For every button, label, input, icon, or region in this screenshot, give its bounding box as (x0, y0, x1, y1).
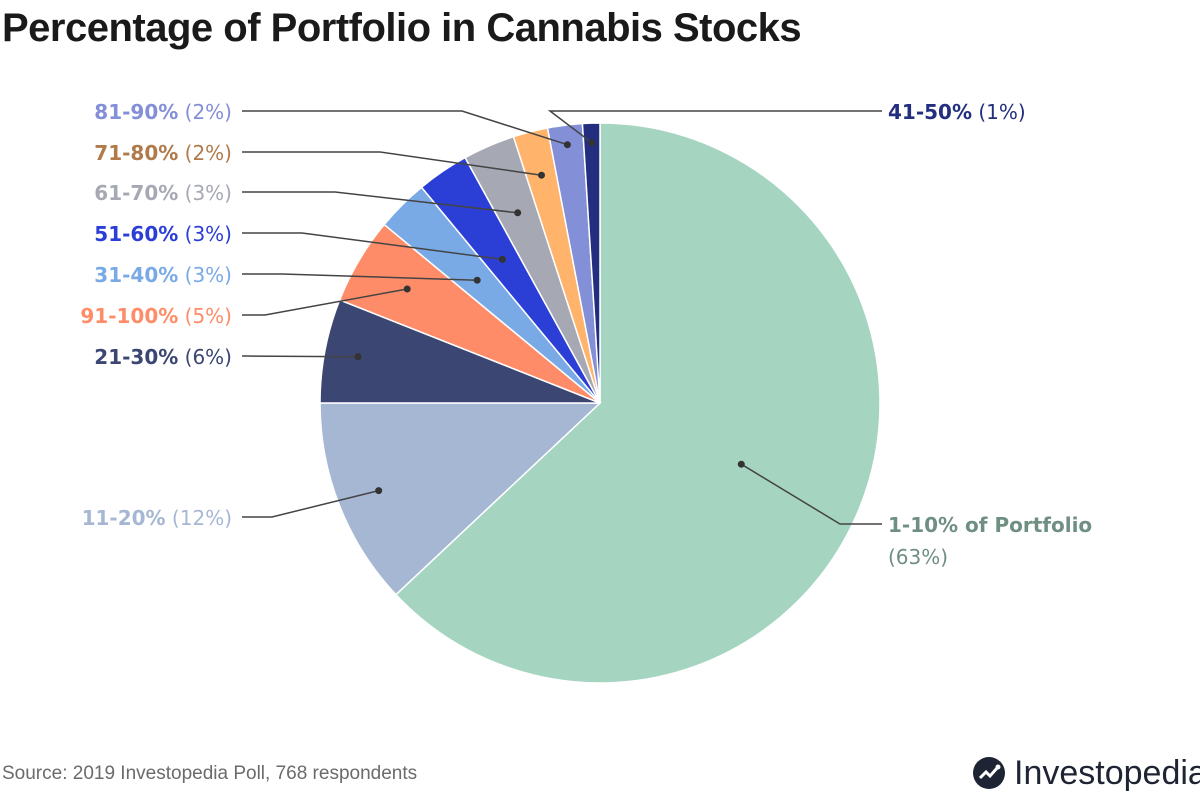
slice-label: 41-50% (1%) (888, 100, 1026, 124)
slice-label: 1-10% of Portfolio (63%) (888, 513, 1092, 569)
leader-line (740, 463, 882, 525)
leader-dot (588, 139, 596, 147)
leader-dot (538, 171, 545, 179)
slice-category: 71-80% (94, 141, 178, 165)
leader-line (242, 191, 518, 214)
slice-category: 1-10% of Portfolio (888, 513, 1092, 537)
leader-line (242, 489, 379, 518)
slice-percent: (12%) (166, 506, 232, 530)
leader-dot (737, 460, 745, 468)
leader-line (242, 355, 359, 358)
slice-category: 21-30% (94, 345, 178, 369)
slice-category: 51-60% (94, 222, 178, 246)
source-note: Source: 2019 Investopedia Poll, 768 resp… (2, 763, 418, 784)
leader-dot (473, 276, 481, 284)
leader-dot (354, 353, 362, 361)
slice-label: 31-40% (3%) (94, 263, 232, 287)
slice-percent: (63%) (888, 545, 948, 569)
slice-label: 11-20% (12%) (82, 506, 232, 530)
slice-label: 61-70% (3%) (94, 181, 232, 205)
slice-category: 11-20% (82, 506, 166, 530)
pie-slice-41-50% (581, 122, 601, 404)
leader-line (242, 110, 568, 146)
slice-percent: (5%) (178, 304, 232, 328)
chart-title: Percentage of Portfolio in Cannabis Stoc… (2, 6, 802, 50)
leader-line (547, 110, 882, 144)
leader-line (242, 273, 478, 281)
leader-line (242, 151, 542, 176)
leader-line (242, 232, 503, 261)
slice-category: 31-40% (94, 263, 178, 287)
investopedia-logo-icon (973, 757, 1005, 789)
slice-percent: (2%) (178, 100, 232, 124)
slice-label: 81-90% (2%) (94, 100, 232, 124)
slice-percent: (3%) (178, 222, 232, 246)
slice-category: 41-50% (888, 100, 972, 124)
slice-percent: (6%) (178, 345, 232, 369)
slice-category: 81-90% (94, 100, 178, 124)
slice-label: 21-30% (6%) (94, 345, 232, 369)
slice-label: 91-100% (5%) (80, 304, 232, 328)
slice-percent: (2%) (178, 141, 232, 165)
investopedia-logo: Investopedia (972, 748, 1200, 798)
slice-category: 91-100% (80, 304, 178, 328)
slice-percent: (3%) (178, 181, 232, 205)
slice-label: 71-80% (2%) (94, 141, 232, 165)
pie-slice-11-20% (319, 402, 602, 596)
leader-dot (514, 209, 522, 217)
slice-percent: (3%) (178, 263, 232, 287)
slice-label: 51-60% (3%) (94, 222, 232, 246)
slice-category: 61-70% (94, 181, 178, 205)
pie-slice-1-10% (394, 122, 881, 684)
leader-dot (403, 285, 411, 293)
slice-percent: (1%) (972, 100, 1026, 124)
logo-text: Investopedia (1014, 753, 1200, 792)
leader-dot (563, 141, 571, 149)
leader-line (242, 288, 408, 316)
leader-dot (375, 487, 383, 495)
leader-dot (498, 255, 506, 263)
